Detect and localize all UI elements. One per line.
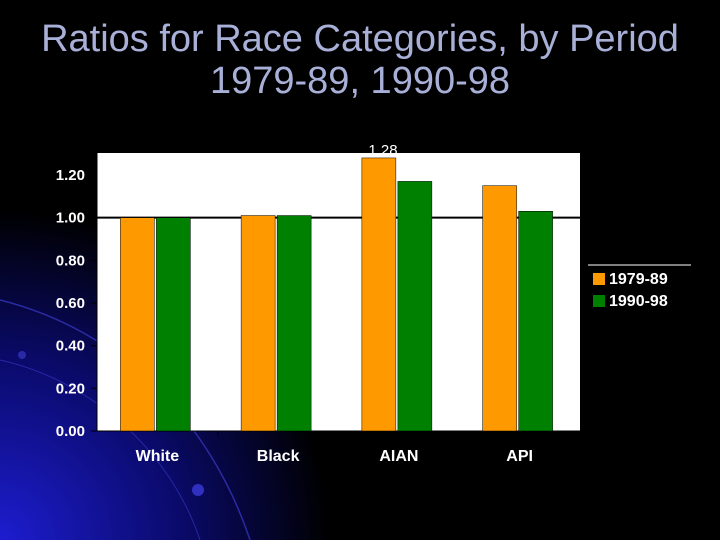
- bar-1990-98-AIAN: [397, 181, 433, 432]
- legend: 1979-89 1990-98: [588, 264, 691, 317]
- data-labels: 1.00 1 1.011.01 1.28 1.17 1.15 1.03: [128, 142, 553, 213]
- bar-1979-89-White: [120, 217, 155, 432]
- x-tick-label: API: [506, 448, 533, 465]
- bar-1979-89-API: [482, 185, 517, 432]
- data-label: 1.28: [368, 142, 397, 159]
- data-label: 1.01: [278, 196, 307, 213]
- decor-dot: [18, 351, 26, 359]
- title-line-2: 1979-89, 1990-98: [209, 60, 511, 102]
- y-tick-label: 0.40: [56, 338, 85, 355]
- x-axis: White Black AIAN API: [136, 431, 533, 465]
- legend-swatch: [593, 273, 605, 285]
- y-tick-label: 0.00: [56, 423, 85, 440]
- x-tick-label: AIAN: [379, 448, 418, 465]
- y-tick-label: 0.20: [56, 380, 85, 397]
- bar-1979-89-AIAN: [361, 157, 397, 432]
- y-tick-label: 0.60: [56, 295, 85, 312]
- decor-dot: [192, 484, 204, 496]
- data-label: 1: [170, 196, 178, 213]
- bar-1979-89-Black: [240, 215, 276, 432]
- data-label: 1.03: [524, 186, 553, 203]
- legend-label: 1979-89: [609, 271, 668, 288]
- bar-1990-98-Black: [276, 215, 312, 432]
- data-label: 1.17: [409, 168, 438, 185]
- legend-label: 1990-98: [609, 293, 668, 310]
- y-tick-label: 0.80: [56, 252, 85, 269]
- bars: [120, 157, 553, 432]
- data-label: 1.00: [128, 196, 157, 213]
- legend-box: [588, 265, 691, 317]
- x-tick-label: Black: [257, 448, 300, 465]
- legend-swatch: [593, 295, 605, 307]
- title-line-1: Ratios for Race Categories, by Period: [41, 18, 679, 60]
- x-tick-label: White: [136, 448, 180, 465]
- y-tick-label: 1.00: [56, 210, 85, 227]
- data-label: 1.15: [488, 163, 517, 180]
- data-label: 1.01: [251, 196, 280, 213]
- bar-1990-98-API: [518, 211, 553, 432]
- bar-1990-98-White: [156, 217, 191, 432]
- y-tick-label: 1.20: [56, 167, 85, 184]
- page-title: Ratios for Race Categories, by Period 19…: [0, 18, 720, 102]
